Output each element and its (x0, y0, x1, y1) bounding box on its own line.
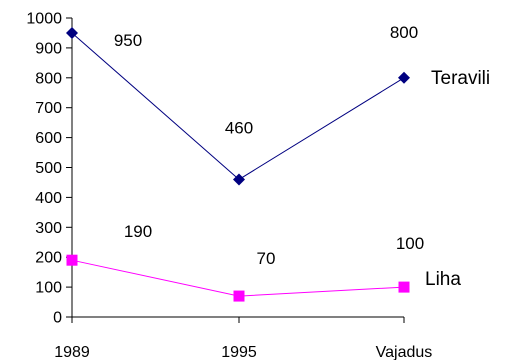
y-tick-label: 700 (35, 100, 62, 117)
series-marker (399, 282, 410, 293)
data-label: 70 (257, 249, 276, 268)
x-tick-label: 1989 (54, 344, 90, 360)
y-tick-label: 400 (35, 190, 62, 207)
y-tick-label: 1000 (26, 11, 62, 28)
data-label: 190 (124, 222, 152, 241)
y-tick-label: 0 (53, 310, 62, 327)
x-tick-label: 1995 (221, 344, 257, 360)
y-tick-label: 600 (35, 130, 62, 147)
data-label: 800 (390, 23, 418, 42)
y-tick-label: 200 (35, 250, 62, 267)
series-marker (67, 255, 78, 266)
data-label: 100 (396, 234, 424, 253)
y-tick-label: 900 (35, 40, 62, 57)
y-tick-label: 500 (35, 160, 62, 177)
y-tick-label: 300 (35, 220, 62, 237)
series-line (72, 33, 404, 180)
series-name-label: Teravili (431, 68, 490, 89)
data-label: 460 (225, 118, 253, 137)
series-name-label: Liha (425, 269, 461, 290)
series-layer (66, 27, 410, 302)
y-tick-label: 800 (35, 70, 62, 87)
y-tick-label: 100 (35, 280, 62, 297)
series-marker (234, 291, 245, 302)
data-label: 950 (114, 31, 142, 50)
x-tick-label: Vajadus (376, 344, 433, 360)
axes: 0 100 200 300 400 500 600 700 800 900 1000 1989 1995… (26, 11, 432, 360)
series-marker (398, 72, 410, 84)
